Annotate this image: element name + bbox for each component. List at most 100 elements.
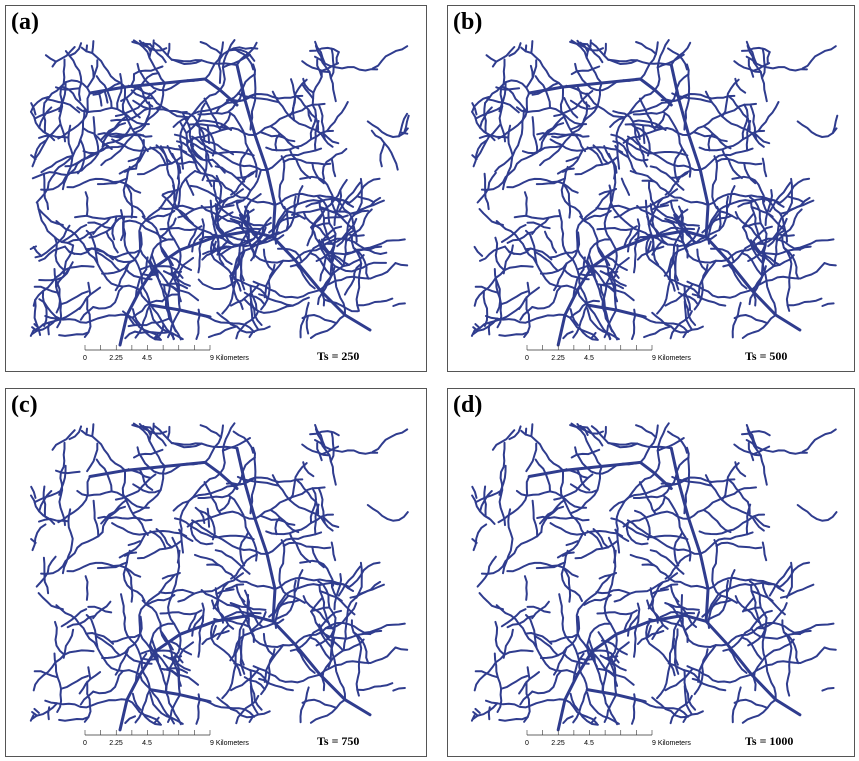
stream <box>487 706 491 721</box>
stream <box>664 667 694 692</box>
stream <box>733 698 769 709</box>
stream <box>570 39 603 84</box>
stream <box>289 609 343 652</box>
stream <box>540 505 565 534</box>
stream <box>756 217 788 245</box>
stream <box>656 230 685 315</box>
stream <box>269 125 300 150</box>
stream <box>214 587 224 624</box>
stream <box>269 508 300 534</box>
stream <box>330 232 346 316</box>
stream <box>31 523 47 552</box>
stream <box>646 240 652 255</box>
threshold-label: Ts = 500 <box>745 349 787 363</box>
stream <box>337 181 362 213</box>
stream <box>54 620 66 656</box>
stream <box>309 698 346 724</box>
stream <box>569 299 600 319</box>
stream-network <box>29 39 410 347</box>
stream <box>60 675 89 690</box>
stream <box>36 202 75 247</box>
stream <box>211 625 217 639</box>
stream <box>130 89 155 100</box>
stream <box>473 265 534 307</box>
stream <box>40 531 104 575</box>
stream <box>707 195 729 236</box>
stream <box>200 204 240 225</box>
stream <box>524 632 553 645</box>
stream <box>133 448 164 459</box>
stream <box>683 284 697 326</box>
stream <box>124 267 153 281</box>
stream <box>821 302 835 307</box>
stream <box>30 102 37 116</box>
stream <box>124 651 153 665</box>
stream <box>153 425 173 445</box>
stream <box>83 680 92 723</box>
stream <box>230 553 258 580</box>
stream <box>80 46 126 88</box>
stream <box>174 641 195 667</box>
stream <box>539 498 567 525</box>
stream <box>278 155 306 220</box>
stream <box>604 270 619 275</box>
stream <box>293 185 304 210</box>
stream <box>32 305 83 332</box>
stream <box>191 230 205 253</box>
stream <box>215 588 235 596</box>
stream <box>230 283 261 307</box>
stream <box>66 561 142 578</box>
stream <box>216 211 234 223</box>
stream <box>34 224 71 259</box>
stream <box>156 108 188 114</box>
stream <box>569 483 599 494</box>
stream <box>741 46 771 54</box>
stream <box>204 41 224 80</box>
stream <box>775 208 803 243</box>
stream <box>85 229 141 291</box>
stream <box>491 429 516 451</box>
stream <box>166 145 182 174</box>
stream <box>92 499 100 538</box>
stream <box>472 139 488 168</box>
stream <box>134 688 151 724</box>
stream <box>149 146 167 166</box>
stream <box>228 111 258 178</box>
stream <box>526 666 531 681</box>
stream <box>639 424 659 464</box>
stream <box>51 429 76 451</box>
stream <box>171 442 203 449</box>
stream <box>314 40 326 65</box>
stream <box>521 144 563 155</box>
stream <box>145 594 176 606</box>
stream <box>127 468 152 479</box>
stream <box>484 79 531 104</box>
stream <box>191 614 205 637</box>
stream <box>173 517 255 541</box>
stream <box>149 530 167 550</box>
stream <box>671 92 713 104</box>
stream <box>754 516 771 528</box>
stream <box>157 269 180 294</box>
stream <box>556 532 584 559</box>
stream <box>608 184 651 238</box>
stream <box>494 620 506 656</box>
stream <box>636 630 665 645</box>
stream <box>526 605 551 614</box>
stream <box>305 314 310 335</box>
stream <box>44 54 57 63</box>
stream <box>559 469 587 536</box>
stream <box>317 103 326 141</box>
stream <box>786 297 823 307</box>
stream <box>632 456 690 499</box>
stream <box>77 138 86 175</box>
stream <box>471 494 491 520</box>
stream <box>559 86 587 153</box>
stream <box>197 73 256 116</box>
stream <box>135 139 145 170</box>
stream <box>603 42 607 57</box>
stream <box>745 439 808 455</box>
stream <box>330 157 337 178</box>
stream <box>565 540 579 547</box>
stream <box>741 698 777 724</box>
